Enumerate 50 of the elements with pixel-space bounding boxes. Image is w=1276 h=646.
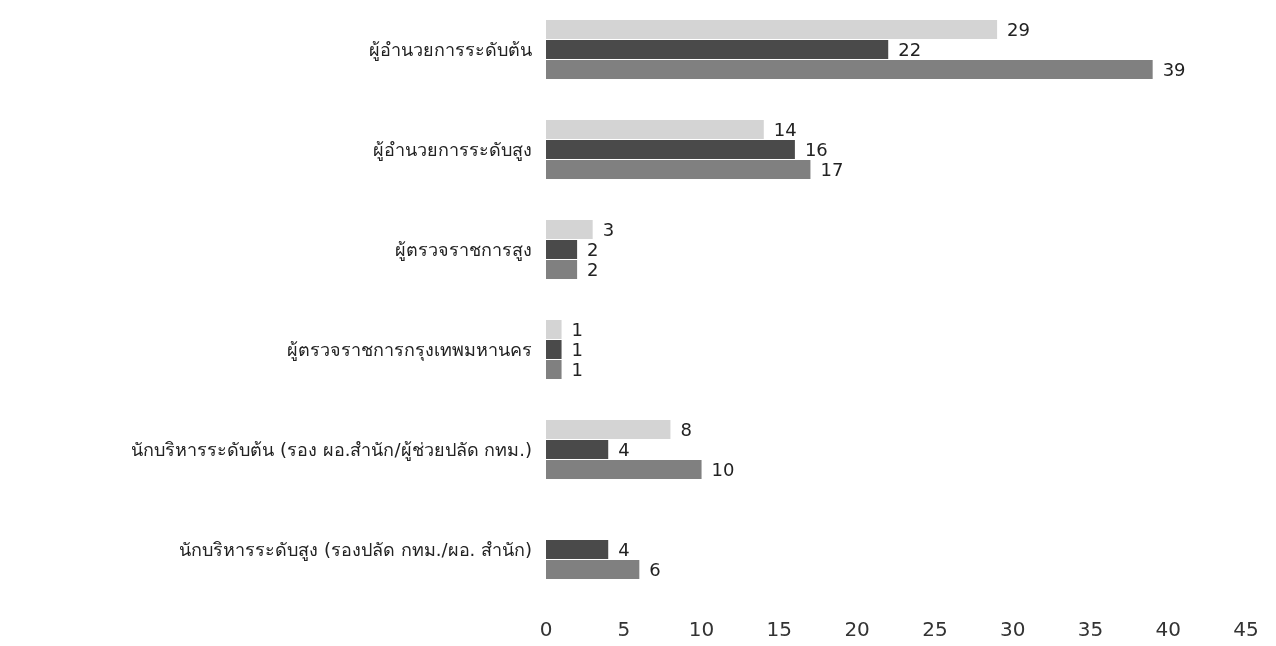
y-tick-label: นักบริหารระดับต้น (รอง ผอ.สำนัก/ผู้ช่วยปลัด กทม.) [131,439,532,461]
bar [546,140,795,159]
data-label: 10 [711,459,735,480]
y-tick-label: ผู้อำนวยการระดับต้น [369,39,532,61]
data-label: 1 [571,319,584,340]
bar [546,160,811,179]
bar [546,20,998,39]
y-tick-label: ผู้ตรวจราชการกรุงเทพมหานคร [287,339,532,361]
x-tick-label: 5 [617,617,631,641]
y-tick-label: ผู้อำนวยการระดับสูง [373,139,532,161]
data-label: 16 [804,139,828,160]
data-label: 3 [602,219,615,240]
data-label: 17 [820,159,844,180]
bar [546,440,609,459]
data-label: 2 [587,239,599,260]
x-tick-label: 10 [688,617,715,641]
bar [546,220,593,239]
x-tick-label: 0 [539,617,553,641]
data-label: 8 [680,419,692,440]
x-tick-label: 25 [922,617,948,641]
x-tick-label: 30 [999,617,1026,641]
data-label: 39 [1162,59,1186,80]
bar [546,240,578,259]
bar [546,340,562,359]
data-label: 6 [649,559,661,580]
x-tick-label: 40 [1155,617,1181,641]
bar [546,540,609,559]
bar [546,60,1153,79]
bar [546,460,702,479]
bar [546,260,578,279]
x-tick-label: 15 [766,617,793,641]
data-label: 4 [618,539,630,560]
bar [546,560,640,579]
y-tick-label: ผู้ตรวจราชการสูง [395,239,532,261]
data-label: 1 [571,359,584,380]
bar [546,320,562,339]
bar [546,360,562,379]
data-label: 14 [773,119,797,140]
bar [546,40,889,59]
data-label: 29 [1007,19,1031,40]
bar [546,120,764,139]
x-tick-label: 35 [1077,617,1104,641]
data-label: 4 [618,439,630,460]
y-tick-label: นักบริหารระดับสูง (รองปลัด กทม./ผอ. สำนัก) [179,539,532,561]
x-tick-label: 20 [844,617,870,641]
x-tick-label: 45 [1233,617,1259,641]
data-label: 2 [587,259,599,280]
data-label: 1 [571,339,584,360]
bar [546,420,671,439]
data-label: 22 [898,39,922,60]
